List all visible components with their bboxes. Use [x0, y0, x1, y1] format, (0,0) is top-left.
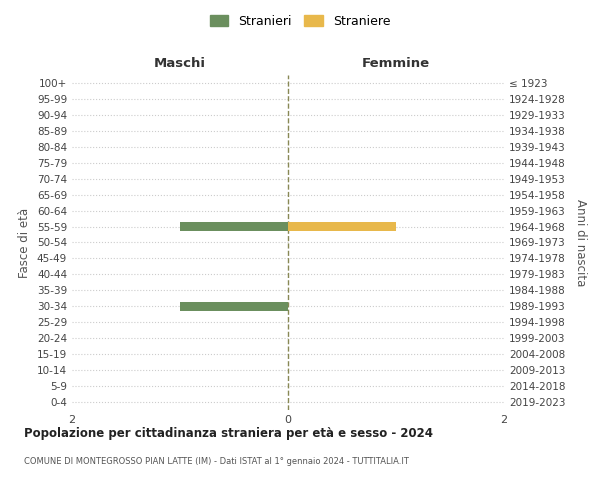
Text: Popolazione per cittadinanza straniera per età e sesso - 2024: Popolazione per cittadinanza straniera p… [24, 428, 433, 440]
Text: COMUNE DI MONTEGROSSO PIAN LATTE (IM) - Dati ISTAT al 1° gennaio 2024 - TUTTITAL: COMUNE DI MONTEGROSSO PIAN LATTE (IM) - … [24, 458, 409, 466]
Legend: Stranieri, Straniere: Stranieri, Straniere [206, 11, 394, 32]
Y-axis label: Fasce di età: Fasce di età [19, 208, 31, 278]
Y-axis label: Anni di nascita: Anni di nascita [574, 199, 587, 286]
Text: Femmine: Femmine [362, 57, 430, 70]
Bar [180, 222, 288, 232]
Text: Maschi: Maschi [154, 57, 206, 70]
Bar [180, 302, 288, 311]
Bar [288, 222, 396, 232]
